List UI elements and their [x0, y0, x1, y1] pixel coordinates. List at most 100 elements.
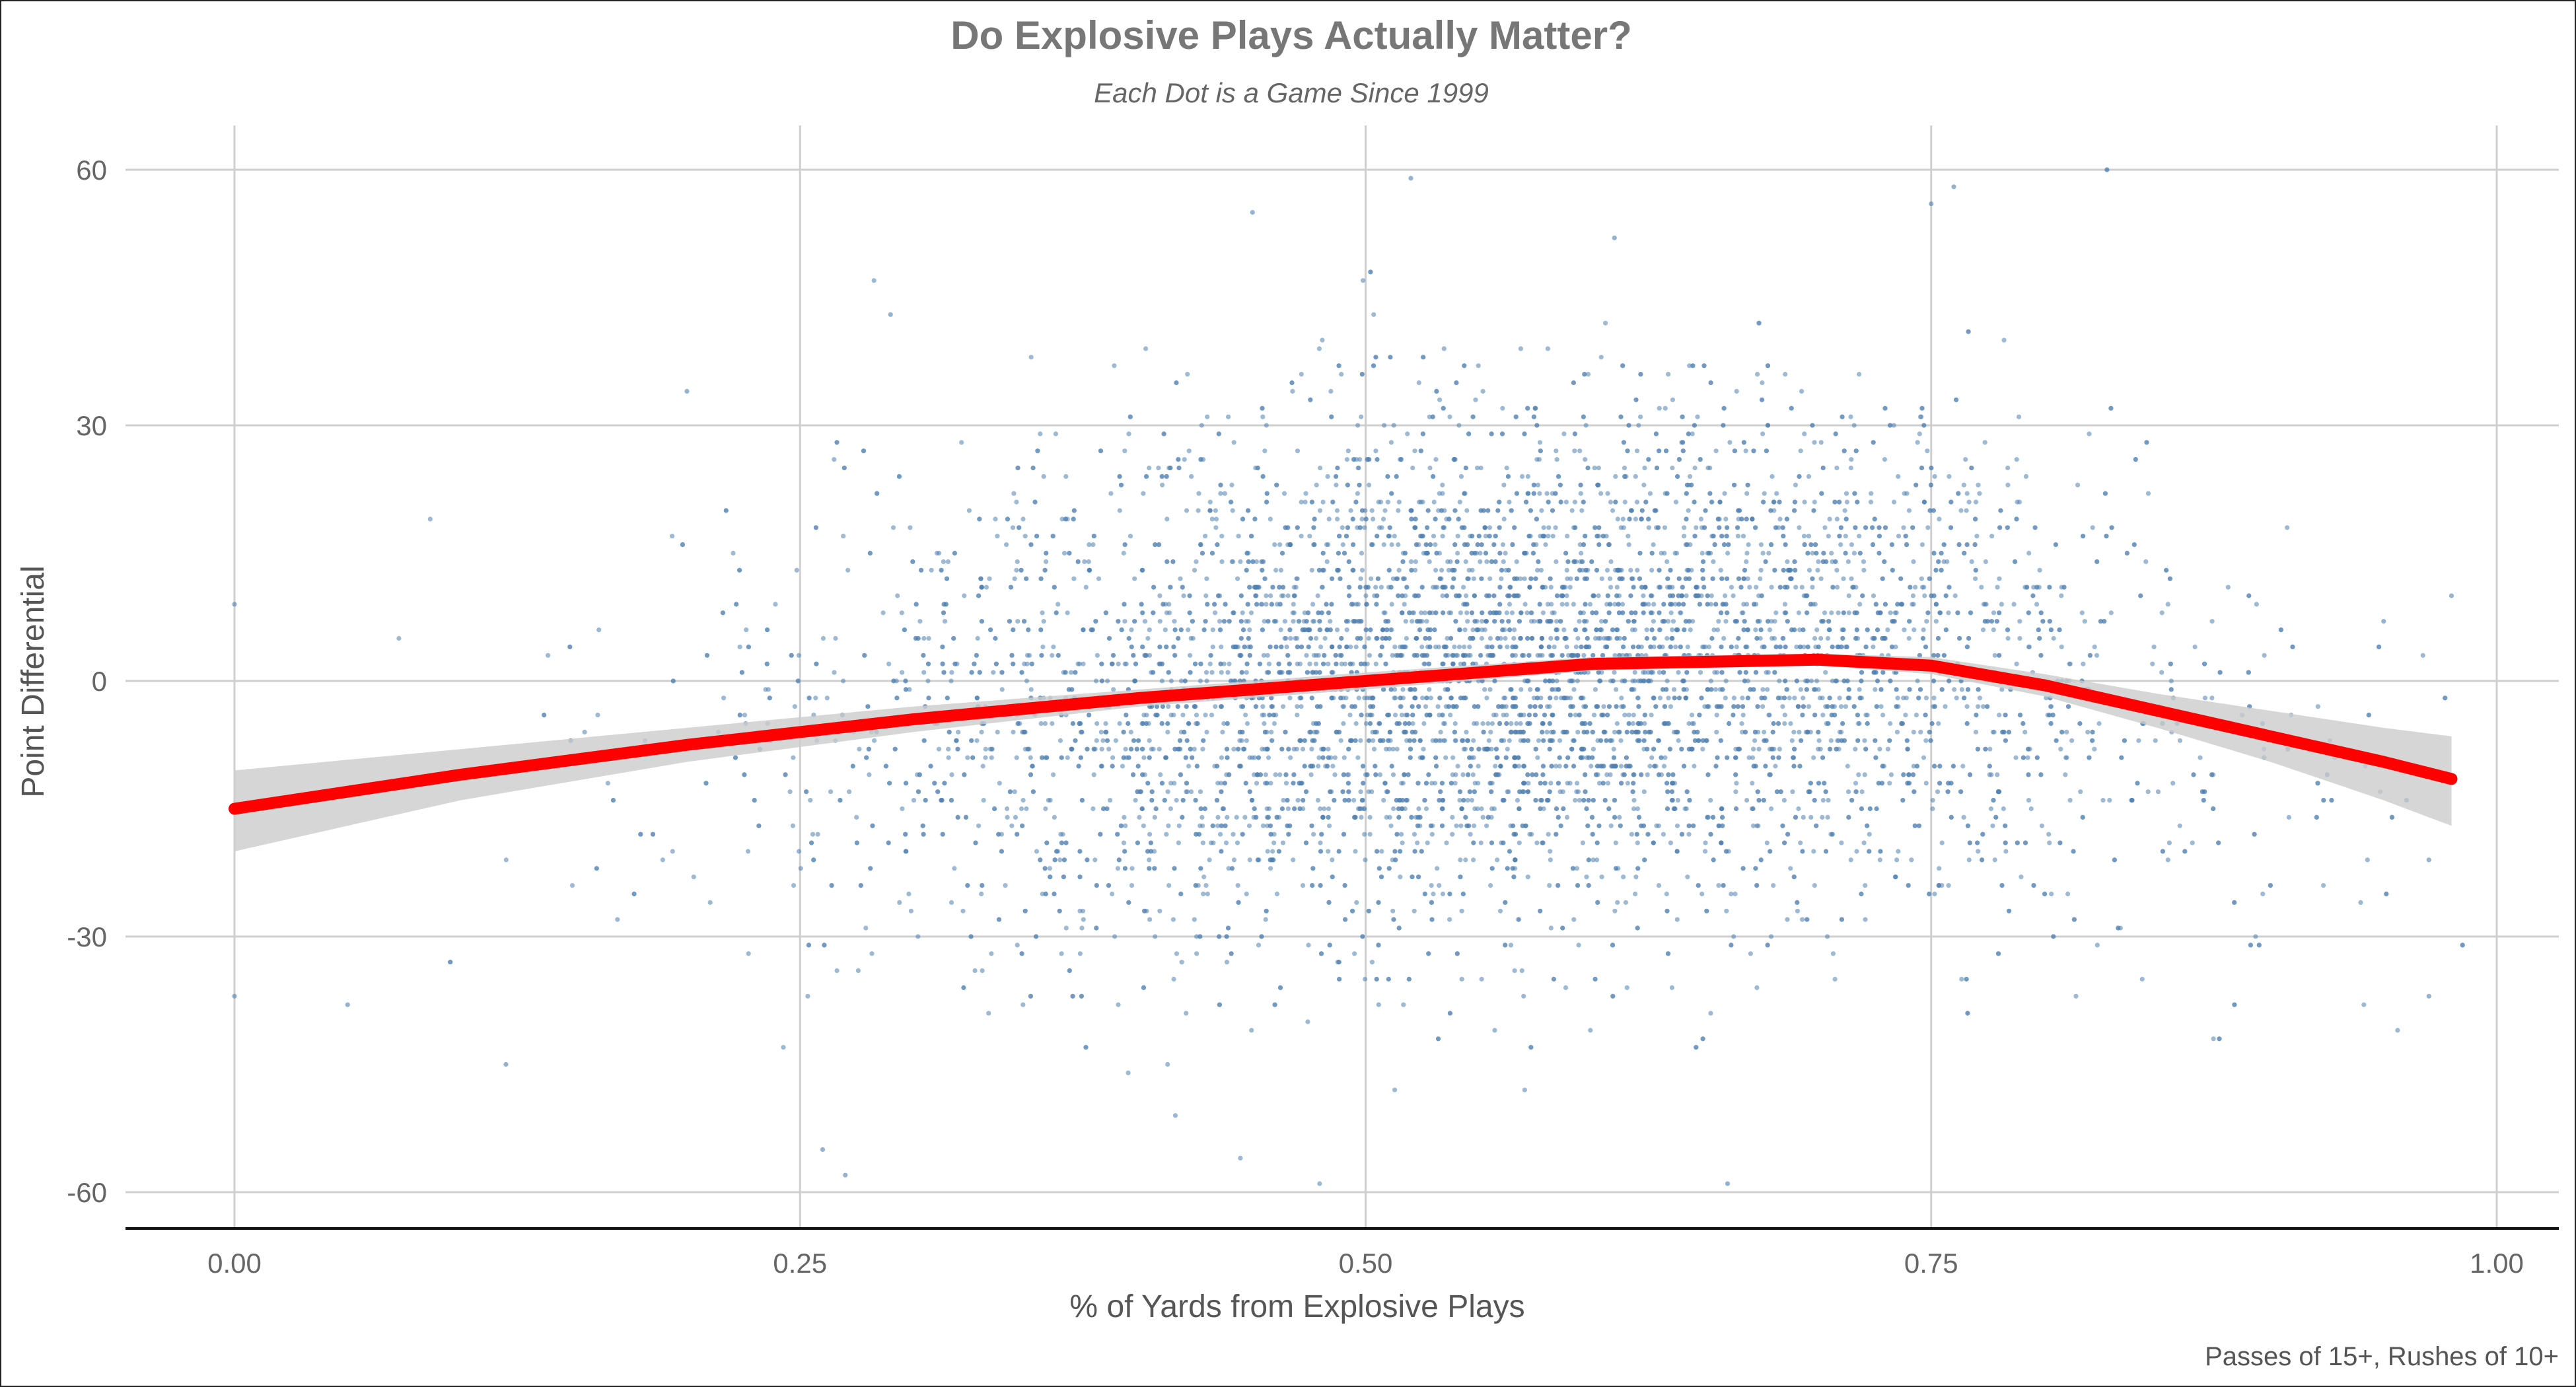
scatter-point — [1825, 814, 1830, 820]
scatter-point — [1038, 431, 1043, 437]
scatter-point — [1801, 627, 1806, 633]
scatter-point — [1829, 610, 1834, 616]
scatter-point — [1966, 857, 1972, 863]
scatter-point — [1830, 951, 1836, 956]
scatter-point — [1359, 567, 1365, 573]
scatter-point — [2150, 661, 2155, 666]
scatter-point — [1874, 704, 1879, 709]
scatter-point — [1800, 917, 1805, 922]
scatter-point — [2058, 746, 2063, 752]
scatter-point — [820, 635, 826, 641]
scatter-point — [792, 704, 797, 709]
scatter-point — [670, 534, 675, 539]
scatter-point — [1632, 670, 1637, 675]
scatter-point — [1716, 883, 1721, 888]
scatter-point — [1427, 635, 1432, 641]
scatter-point — [1463, 559, 1468, 565]
scatter-point — [929, 567, 934, 573]
scatter-point — [1476, 534, 1482, 539]
scatter-point — [1793, 482, 1798, 487]
scatter-point — [1311, 619, 1317, 624]
scatter-point — [1437, 713, 1442, 718]
scatter-point — [1691, 721, 1696, 727]
scatter-point — [1612, 798, 1617, 803]
scatter-point — [1497, 908, 1503, 913]
scatter-point — [1147, 857, 1152, 863]
scatter-point — [1447, 917, 1452, 922]
scatter-point — [1532, 619, 1537, 624]
scatter-point — [1318, 644, 1324, 650]
scatter-point — [1773, 610, 1779, 616]
scatter-point — [1160, 482, 1165, 487]
scatter-point — [1633, 516, 1638, 522]
scatter-point — [1511, 635, 1517, 641]
scatter-point — [822, 942, 827, 948]
scatter-point — [1475, 806, 1480, 812]
scatter-point — [1659, 550, 1664, 556]
scatter-point — [1517, 619, 1522, 624]
scatter-point — [1441, 738, 1447, 743]
scatter-point — [1806, 534, 1812, 539]
scatter-point — [1024, 806, 1029, 812]
scatter-point — [1458, 610, 1463, 616]
scatter-point — [1295, 448, 1301, 454]
scatter-point — [832, 457, 837, 462]
scatter-point — [1330, 857, 1335, 863]
scatter-point — [2168, 678, 2174, 684]
scatter-point — [983, 755, 988, 760]
scatter-point — [1834, 678, 1840, 684]
scatter-point — [1666, 695, 1671, 701]
scatter-point — [1229, 482, 1234, 487]
scatter-point — [1686, 823, 1692, 828]
scatter-point — [2011, 602, 2017, 607]
scatter-point — [2014, 661, 2019, 666]
scatter-point — [1822, 525, 1828, 530]
scatter-point — [1604, 772, 1610, 777]
scatter-point — [1186, 764, 1192, 769]
scatter-point — [1059, 516, 1065, 522]
scatter-point — [2109, 525, 2114, 530]
scatter-point — [1644, 627, 1649, 633]
scatter-point — [1791, 729, 1797, 734]
scatter-point — [1544, 491, 1550, 496]
scatter-point — [1478, 840, 1484, 845]
scatter-point — [1113, 738, 1118, 743]
scatter-point — [1213, 704, 1218, 709]
scatter-point — [1509, 610, 1515, 616]
scatter-point — [1115, 866, 1120, 871]
scatter-point — [1760, 704, 1766, 709]
scatter-point — [1646, 602, 1651, 607]
scatter-point — [1194, 713, 1199, 718]
scatter-point — [1421, 721, 1427, 727]
scatter-point — [2059, 593, 2064, 598]
scatter-point — [1476, 781, 1481, 786]
scatter-point — [1539, 508, 1544, 513]
scatter-point — [1256, 942, 1262, 948]
scatter-point — [1923, 738, 1929, 743]
scatter-point — [1440, 891, 1446, 897]
scatter-point — [1278, 627, 1283, 633]
scatter-point — [1537, 653, 1543, 658]
scatter-point — [1666, 372, 1671, 377]
scatter-point — [1619, 695, 1624, 701]
scatter-point — [810, 832, 816, 837]
scatter-point — [1159, 474, 1164, 480]
scatter-point — [1602, 635, 1607, 641]
scatter-point — [1445, 559, 1450, 565]
scatter-point — [1554, 448, 1559, 454]
scatter-point — [1085, 746, 1090, 752]
scatter-point — [1799, 585, 1805, 590]
scatter-point — [1367, 721, 1373, 727]
scatter-point — [1247, 627, 1252, 633]
scatter-point — [1260, 746, 1265, 752]
scatter-point — [1713, 448, 1719, 454]
scatter-point — [1184, 781, 1190, 786]
scatter-point — [1932, 474, 1937, 480]
scatter-point — [1225, 814, 1230, 820]
scatter-point — [1598, 355, 1604, 360]
scatter-point — [1554, 635, 1559, 641]
scatter-point — [1708, 1011, 1713, 1016]
scatter-point — [1618, 738, 1624, 743]
scatter-point — [1529, 610, 1534, 616]
scatter-point — [1471, 823, 1477, 828]
